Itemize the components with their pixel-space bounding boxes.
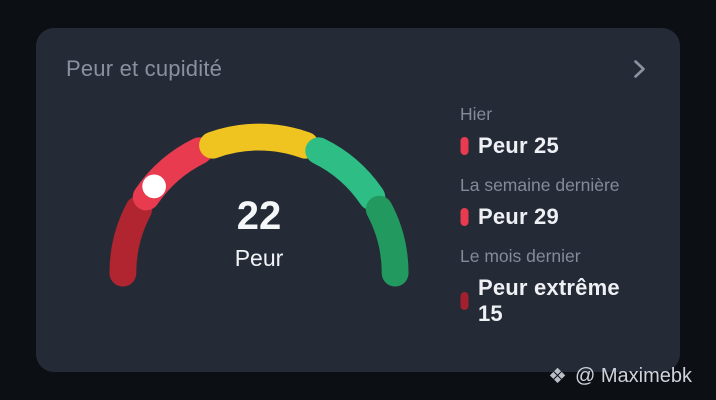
gauge-segment-extreme-greed bbox=[365, 195, 409, 287]
history-period: Hier bbox=[460, 104, 493, 124]
gauge-segment-greed bbox=[305, 137, 386, 211]
watermark-handle: @ Maximebk bbox=[575, 365, 692, 387]
history-item: Peur 25 bbox=[460, 133, 650, 159]
history-period: Le mois dernier bbox=[460, 246, 581, 266]
extreme-fear-bullet-icon bbox=[460, 292, 469, 310]
card-content: 22 Peur Hier Peur 25 La semaine dernière… bbox=[66, 96, 650, 343]
gauge-pointer-dot bbox=[142, 174, 166, 199]
history-value: Peur 29 bbox=[478, 204, 559, 229]
fear-bullet-icon bbox=[460, 137, 469, 155]
card-title: Peur et cupidité bbox=[66, 56, 223, 81]
gauge-segment-extreme-fear bbox=[109, 195, 153, 287]
history-period: La semaine dernière bbox=[460, 175, 620, 195]
history-value: Peur 25 bbox=[478, 133, 559, 158]
gauge-arc bbox=[109, 123, 409, 287]
fear-greed-gauge: 22 Peur bbox=[94, 108, 424, 304]
chevron-right-icon[interactable] bbox=[629, 54, 650, 84]
gauge-segment-neutral bbox=[199, 123, 319, 159]
history-list: Hier Peur 25 La semaine dernière Peur 29… bbox=[460, 104, 650, 343]
watermark: ❖ @ Maximebk bbox=[548, 365, 692, 388]
history-item: Peur 29 bbox=[460, 204, 650, 230]
fear-greed-card: Peur et cupidité 22 Peur bbox=[36, 28, 680, 372]
history-item: Peur extrême 15 bbox=[460, 275, 650, 327]
card-header: Peur et cupidité bbox=[66, 54, 650, 84]
history-value: Peur extrême 15 bbox=[477, 275, 620, 326]
fear-bullet-icon bbox=[460, 208, 469, 226]
binance-logo-icon: ❖ bbox=[548, 365, 567, 388]
